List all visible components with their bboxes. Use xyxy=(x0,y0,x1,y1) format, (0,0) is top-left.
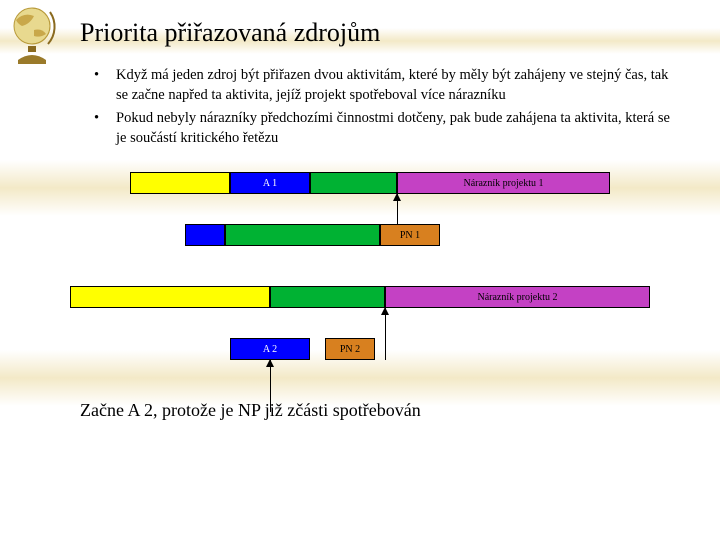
bullet-1: Když má jeden zdroj být přiřazen dvou ak… xyxy=(92,66,670,105)
row3-arrow xyxy=(385,308,386,360)
r4-a2: A 2 xyxy=(230,338,310,360)
r1-a1: A 1 xyxy=(230,172,310,194)
r3-yellow xyxy=(70,286,270,308)
r2-green xyxy=(225,224,380,246)
r1-green xyxy=(310,172,397,194)
r2-blue xyxy=(185,224,225,246)
gantt-diagram: A 1 Nárazník projektu 1 PN 1 Nárazník proje… xyxy=(70,164,680,394)
r3-green xyxy=(270,286,385,308)
slide-title: Priorita přiřazovaná zdrojům xyxy=(80,18,670,48)
r1-buffer: Nárazník projektu 1 xyxy=(397,172,610,194)
bullet-2: Pokud nebyly nárazníky předchozími činno… xyxy=(92,109,670,148)
r4-pn2: PN 2 xyxy=(325,338,375,360)
r3-buffer: Nárazník projektu 2 xyxy=(385,286,650,308)
r1-yellow xyxy=(130,172,230,194)
bullet-list: Když má jeden zdroj být přiřazen dvou ak… xyxy=(80,66,670,148)
r2-pn1: PN 1 xyxy=(380,224,440,246)
row4-arrow-down xyxy=(270,360,271,412)
conclusion-text: Začne A 2, protože je NP již zčásti spot… xyxy=(80,400,670,421)
